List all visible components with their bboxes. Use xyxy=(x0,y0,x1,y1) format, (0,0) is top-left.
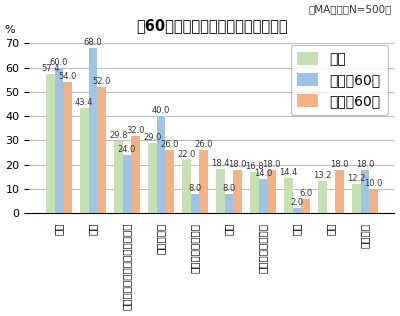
Bar xyxy=(88,48,97,213)
Bar xyxy=(250,173,259,213)
Text: 2.0: 2.0 xyxy=(290,198,304,207)
Text: 29.8: 29.8 xyxy=(109,131,128,140)
Text: 18.0: 18.0 xyxy=(228,160,247,168)
Text: 40.0: 40.0 xyxy=(152,106,170,115)
Legend: 全体, 男性／60代, 女性／60代: 全体, 男性／60代, 女性／60代 xyxy=(290,46,388,115)
Title: 【60代男女】疲労回復を感じる行為: 【60代男女】疲労回復を感じる行為 xyxy=(136,18,288,33)
Bar xyxy=(216,168,225,213)
Bar xyxy=(114,141,122,213)
Bar xyxy=(80,108,88,213)
Text: 6.0: 6.0 xyxy=(299,189,312,198)
Text: 14.0: 14.0 xyxy=(254,169,272,178)
Bar xyxy=(63,82,72,213)
Bar xyxy=(361,170,369,213)
Text: 24.0: 24.0 xyxy=(118,145,136,154)
Bar xyxy=(97,87,106,213)
Text: 43.4: 43.4 xyxy=(75,98,94,107)
Text: （MA・全体N=500）: （MA・全体N=500） xyxy=(309,4,392,14)
Bar xyxy=(293,208,301,213)
Text: 26.0: 26.0 xyxy=(194,140,213,149)
Text: 10.0: 10.0 xyxy=(364,179,383,188)
Text: 18.0: 18.0 xyxy=(262,160,281,168)
Text: 26.0: 26.0 xyxy=(160,140,179,149)
Text: 8.0: 8.0 xyxy=(222,184,236,193)
Text: 8.0: 8.0 xyxy=(188,184,202,193)
Text: 32.0: 32.0 xyxy=(126,126,144,135)
Text: 57.4: 57.4 xyxy=(41,64,60,73)
Y-axis label: %: % xyxy=(4,25,15,35)
Bar xyxy=(318,181,327,213)
Text: 52.0: 52.0 xyxy=(92,77,110,86)
Text: 14.4: 14.4 xyxy=(279,168,298,177)
Bar xyxy=(284,178,293,213)
Text: 68.0: 68.0 xyxy=(84,38,102,47)
Text: 18.0: 18.0 xyxy=(356,160,374,168)
Bar xyxy=(225,194,233,213)
Text: 54.0: 54.0 xyxy=(58,72,76,81)
Bar xyxy=(199,150,208,213)
Bar xyxy=(233,170,242,213)
Bar xyxy=(352,184,361,213)
Bar xyxy=(148,143,157,213)
Bar xyxy=(46,74,54,213)
Text: 29.0: 29.0 xyxy=(143,133,162,142)
Bar xyxy=(301,199,310,213)
Bar xyxy=(122,155,131,213)
Bar xyxy=(157,116,165,213)
Bar xyxy=(54,68,63,213)
Bar xyxy=(131,136,140,213)
Bar xyxy=(182,160,191,213)
Bar xyxy=(369,189,378,213)
Bar xyxy=(165,150,174,213)
Bar xyxy=(191,194,199,213)
Bar xyxy=(335,170,344,213)
Text: 18.4: 18.4 xyxy=(211,159,230,167)
Text: 12.2: 12.2 xyxy=(347,174,366,183)
Text: 16.8: 16.8 xyxy=(245,162,264,172)
Text: 13.2: 13.2 xyxy=(313,171,332,180)
Bar xyxy=(259,179,267,213)
Bar xyxy=(267,170,276,213)
Text: 22.0: 22.0 xyxy=(177,150,196,159)
Text: 18.0: 18.0 xyxy=(330,160,349,168)
Text: 60.0: 60.0 xyxy=(50,58,68,67)
